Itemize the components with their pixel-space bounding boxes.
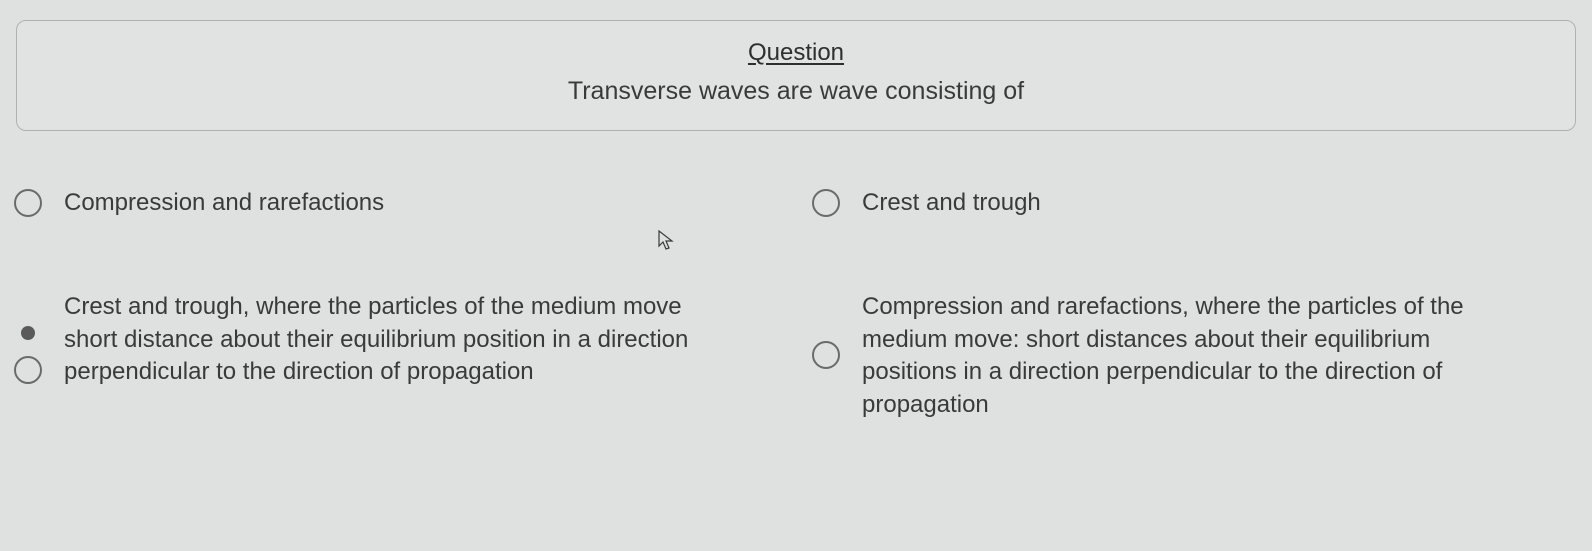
option-text: Crest and trough, where the particles of…: [64, 291, 704, 388]
option-compression-rarefactions-detailed[interactable]: Compression and rarefactions, where the …: [804, 289, 1572, 421]
radio-column: [6, 189, 50, 217]
radio-icon[interactable]: [14, 356, 42, 384]
radio-icon[interactable]: [812, 189, 840, 217]
radio-column: [804, 189, 848, 217]
radio-icon[interactable]: [812, 341, 840, 369]
question-box: Question Transverse waves are wave consi…: [16, 20, 1576, 131]
indicator-dot-icon: [21, 326, 35, 340]
options-grid: Compression and rarefactions Crest and t…: [0, 131, 1592, 421]
option-compression-rarefactions[interactable]: Compression and rarefactions: [6, 187, 774, 219]
option-text: Compression and rarefactions: [64, 187, 384, 219]
question-label: Question: [37, 39, 1555, 67]
radio-column: [804, 341, 848, 369]
option-crest-trough-detailed[interactable]: Crest and trough, where the particles of…: [6, 289, 774, 421]
option-crest-trough[interactable]: Crest and trough: [804, 187, 1572, 219]
option-text: Crest and trough: [862, 187, 1041, 219]
option-text: Compression and rarefactions, where the …: [862, 291, 1502, 421]
radio-icon[interactable]: [14, 189, 42, 217]
question-text: Transverse waves are wave consisting of: [37, 77, 1555, 106]
radio-column: [6, 326, 50, 384]
